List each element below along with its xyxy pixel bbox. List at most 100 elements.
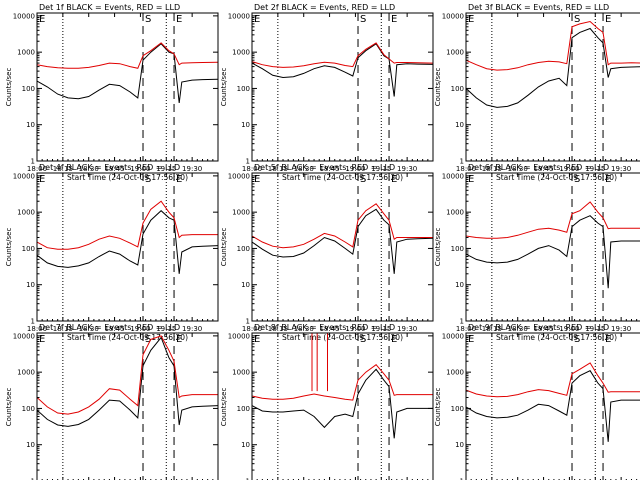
x-tick-label: 18:30: [79, 325, 99, 333]
marker-letter: E: [468, 334, 474, 345]
marker-letter: E: [468, 14, 474, 25]
events-series-line: [466, 370, 640, 442]
marker-letter: S: [574, 174, 580, 185]
events-series-line: [466, 215, 640, 289]
marker-letter: E: [39, 14, 45, 25]
lld-series-line: [252, 364, 433, 401]
y-tick-label: 10: [455, 441, 464, 449]
y-tick-label: 1: [246, 478, 250, 480]
y-tick-label: 10: [455, 281, 464, 289]
x-tick-label: 18:45: [104, 165, 124, 173]
panel-title: Det 1f BLACK = Events, RED = LLD: [39, 3, 180, 12]
y-tick-label: 100: [237, 245, 250, 253]
plot-frame: [465, 12, 640, 162]
plot-frame: [36, 12, 219, 162]
marker-letter: E: [605, 14, 611, 25]
y-tick-label: 1000: [17, 209, 35, 217]
x-tick-label: 18:45: [104, 325, 124, 333]
x-tick-label: 18:45: [319, 165, 339, 173]
y-tick-label: 1000: [17, 49, 35, 57]
panel-title: Det 7f BLACK = Events, RED = LLD: [39, 323, 180, 332]
y-tick-label: 10000: [228, 12, 250, 20]
marker-letter: E: [391, 14, 397, 25]
marker-letter: S: [145, 14, 151, 25]
y-tick-label: 10000: [228, 172, 250, 180]
lld-series-line: [37, 200, 218, 250]
marker-letter: S: [574, 14, 580, 25]
marker-letter: E: [391, 334, 397, 345]
y-tick-label: 1: [31, 158, 35, 166]
lld-series-line: [252, 203, 433, 249]
marker-letter: S: [360, 174, 366, 185]
y-tick-label: 1000: [446, 369, 464, 377]
y-tick-label: 10000: [442, 12, 464, 20]
x-tick-label: 19:00: [130, 325, 150, 333]
panel-title: Det 5f BLACK = Events, RED = LLD: [254, 163, 395, 172]
x-tick-label: 19:00: [345, 325, 365, 333]
x-tick-label: 19:15: [156, 325, 176, 333]
x-axis-label: Start Time (24-Oct-09 17:56:20): [67, 333, 188, 342]
y-tick-label: 1000: [232, 49, 250, 57]
panel-8: Det 8f BLACK = Events, RED = LLDESE18:00…: [220, 323, 434, 480]
marker-letter: E: [605, 174, 611, 185]
marker-letter: S: [145, 334, 151, 345]
marker-letter: E: [254, 174, 260, 185]
y-axis-label: Counts/sec: [5, 388, 13, 427]
y-tick-label: 10000: [13, 172, 35, 180]
x-tick-label: 19:00: [559, 165, 579, 173]
y-tick-label: 10: [241, 441, 250, 449]
marker-letter: E: [605, 334, 611, 345]
x-tick-label: 19:30: [397, 165, 417, 173]
marker-letter: E: [39, 174, 45, 185]
y-tick-label: 10000: [442, 332, 464, 340]
x-tick-label: 18:45: [319, 325, 339, 333]
y-tick-label: 100: [451, 85, 464, 93]
y-tick-label: 1000: [17, 369, 35, 377]
y-tick-label: 100: [451, 405, 464, 413]
panel-data: [252, 203, 433, 274]
marker-letter: E: [254, 14, 260, 25]
y-tick-label: 1: [460, 478, 464, 480]
y-tick-label: 10: [26, 441, 35, 449]
panel-data: [252, 42, 433, 97]
panel-9: Det 9f BLACK = Events, RED = LLDESE18:00…: [434, 323, 640, 480]
y-tick-label: 10: [26, 121, 35, 129]
x-tick-label: 18:30: [79, 165, 99, 173]
x-tick-label: 18:00: [27, 165, 47, 173]
events-series-line: [37, 336, 218, 427]
panel-title: Det 6f BLACK = Events, RED = LLD: [468, 163, 609, 172]
y-tick-label: 10000: [228, 332, 250, 340]
x-tick-label: 19:15: [585, 325, 605, 333]
panel-7: Det 7f BLACK = Events, RED = LLDESE18:00…: [5, 323, 219, 480]
marker-letter: E: [176, 174, 182, 185]
y-axis-label: Counts/sec: [434, 228, 442, 267]
x-tick-label: 18:15: [482, 325, 502, 333]
y-tick-label: 1: [460, 158, 464, 166]
x-tick-label: 18:00: [27, 325, 47, 333]
x-tick-label: 19:15: [156, 165, 176, 173]
y-axis-label: Counts/sec: [5, 68, 13, 107]
x-tick-label: 18:15: [268, 165, 288, 173]
y-tick-label: 1000: [446, 209, 464, 217]
panel-title: Det 4f BLACK = Events, RED = LLD: [39, 163, 180, 172]
lld-series-line: [466, 20, 640, 71]
y-axis-label: Counts/sec: [220, 68, 228, 107]
panel-data: [466, 20, 640, 108]
y-tick-label: 1000: [446, 49, 464, 57]
x-tick-label: 18:15: [268, 325, 288, 333]
lld-series-line: [37, 42, 218, 69]
y-tick-label: 1: [460, 318, 464, 326]
plot-frame: [251, 332, 434, 480]
x-axis-label: Start Time (24-Oct-09 17:56:20): [496, 333, 617, 342]
panel-title: Det 9f BLACK = Events, RED = LLD: [468, 323, 609, 332]
y-tick-label: 1: [31, 318, 35, 326]
x-tick-label: 18:30: [508, 165, 528, 173]
events-series-line: [252, 368, 433, 439]
lld-series-line: [252, 42, 433, 68]
